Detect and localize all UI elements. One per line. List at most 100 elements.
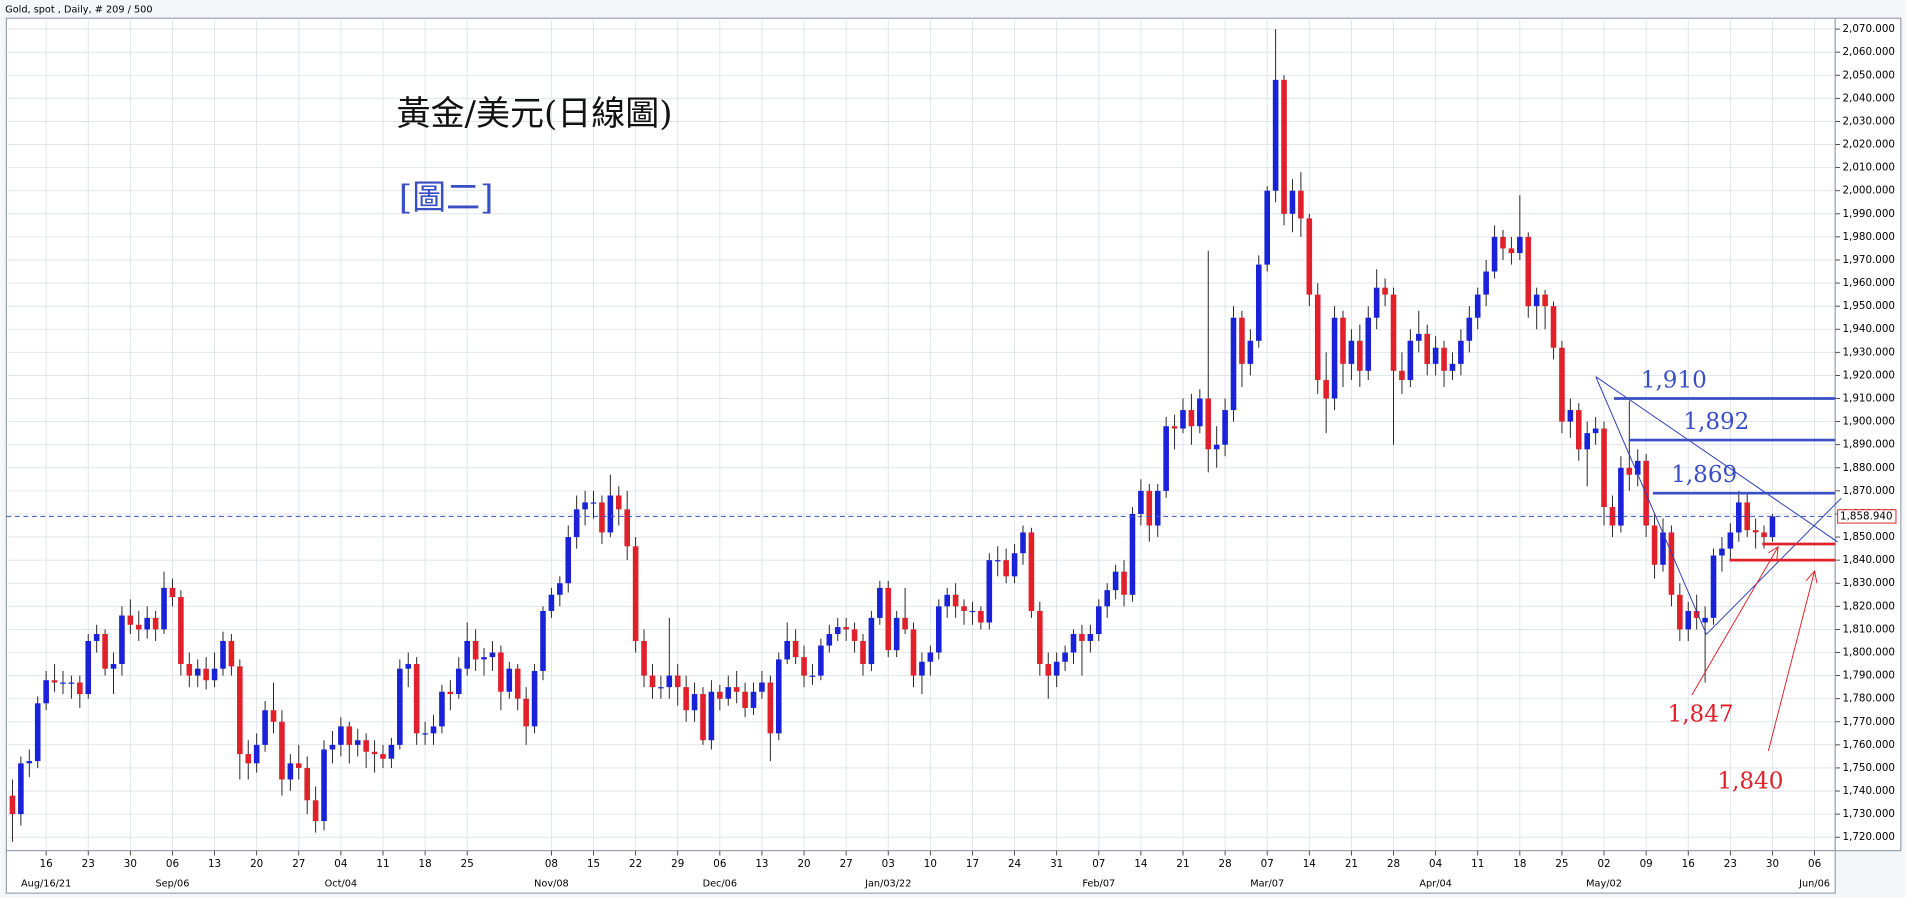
candle-body xyxy=(1744,502,1750,531)
candle-body xyxy=(969,610,976,613)
x-tick-label: 03 xyxy=(882,858,895,870)
candle-body xyxy=(1601,428,1607,508)
candle-body xyxy=(725,687,732,699)
candle-body xyxy=(1272,79,1279,191)
candle-body xyxy=(1525,236,1532,307)
candle-body xyxy=(590,502,597,504)
x-tick-label: 04 xyxy=(1429,858,1442,870)
candle-body xyxy=(430,726,437,734)
arrow-head xyxy=(1768,545,1779,560)
plot-area xyxy=(5,17,1836,852)
month-label: Oct/04 xyxy=(325,878,357,889)
candle-body xyxy=(1677,594,1683,630)
candle-body xyxy=(1719,548,1725,556)
x-tick-label: 04 xyxy=(334,858,347,870)
month-label: Jun/06 xyxy=(1798,878,1830,889)
candle-body xyxy=(363,740,369,752)
last-price-box xyxy=(1837,509,1897,524)
candle-body xyxy=(818,645,824,676)
candle-body xyxy=(775,659,782,734)
candle-body xyxy=(1188,410,1195,427)
candle-body xyxy=(573,509,580,538)
x-tick-label: 22 xyxy=(629,858,642,870)
candle-body xyxy=(1567,410,1574,422)
x-tick-label: 20 xyxy=(250,858,263,870)
candle-body xyxy=(1668,532,1675,595)
x-tick-label: 27 xyxy=(840,858,853,870)
candle-body xyxy=(978,610,984,623)
candle-body xyxy=(599,502,605,533)
candle-body xyxy=(1255,264,1262,341)
candle-body xyxy=(1331,317,1338,399)
candle-body xyxy=(203,668,209,681)
candle-body xyxy=(304,767,310,801)
candle-body xyxy=(413,664,420,734)
chart-title: 黃金/美元(日線圖) xyxy=(396,94,672,134)
candle-body xyxy=(1710,555,1717,618)
candle-body xyxy=(102,634,108,669)
candle-body xyxy=(1373,287,1380,318)
x-tick-label: 06 xyxy=(713,858,726,870)
x-tick-label: 06 xyxy=(1808,858,1821,870)
x-tick-label: 16 xyxy=(1682,858,1695,870)
candle-body xyxy=(1340,317,1346,364)
candle-body xyxy=(607,495,614,533)
candle-body xyxy=(1685,610,1692,630)
x-tick-label: 14 xyxy=(1303,858,1316,870)
candle-body xyxy=(733,687,740,692)
candle-body xyxy=(295,763,302,768)
y-tick-label: 1,980.000 xyxy=(1842,231,1894,243)
y-tick-label: 2,060.000 xyxy=(1842,46,1894,58)
candle-body xyxy=(1660,532,1666,565)
candle-body xyxy=(674,675,681,688)
y-tick-label: 1,920.000 xyxy=(1842,369,1894,381)
candle-body xyxy=(1390,294,1397,371)
x-tick-label: 20 xyxy=(797,858,810,870)
y-tick-label: 1,800.000 xyxy=(1842,646,1894,658)
candle-body xyxy=(809,675,816,677)
x-tick-label: 13 xyxy=(208,858,221,870)
candle-body xyxy=(1584,433,1590,450)
x-tick-label: 17 xyxy=(966,858,979,870)
candle-body xyxy=(1407,340,1414,381)
candle-body xyxy=(531,670,538,727)
candle-body xyxy=(1163,426,1169,491)
candle-body xyxy=(1609,507,1616,526)
x-tick-label: 10 xyxy=(924,858,937,870)
candle-body xyxy=(161,587,167,630)
candle-body xyxy=(1466,317,1473,341)
candle-body xyxy=(1213,444,1220,450)
x-tick-label: 11 xyxy=(376,858,389,870)
candle-body xyxy=(1146,490,1153,526)
month-label: Apr/04 xyxy=(1419,878,1451,889)
candle-body xyxy=(1702,617,1708,623)
candle-body xyxy=(127,615,134,625)
x-tick-label: 25 xyxy=(461,858,474,870)
candle-body xyxy=(1020,532,1026,554)
x-tick-label: 31 xyxy=(1050,858,1063,870)
candle-body xyxy=(1129,513,1136,595)
candle-body xyxy=(649,675,656,688)
candle-body xyxy=(245,754,252,764)
candle-body xyxy=(1483,271,1489,295)
candle-body xyxy=(742,691,748,708)
candle-body xyxy=(279,721,285,780)
y-tick-label: 1,840.000 xyxy=(1842,554,1894,566)
candle-body xyxy=(498,652,504,692)
candle-body xyxy=(523,698,529,727)
level-label: 1,892 xyxy=(1683,409,1749,435)
x-tick-label: 30 xyxy=(124,858,137,870)
y-tick-label: 1,960.000 xyxy=(1842,277,1894,289)
candle-body xyxy=(1138,490,1144,514)
candle-body xyxy=(93,634,100,641)
candle-body xyxy=(1399,370,1405,381)
candle-body xyxy=(253,744,260,764)
trend-line xyxy=(1706,497,1842,635)
x-tick-label: 18 xyxy=(1513,858,1526,870)
candle-body xyxy=(18,763,24,815)
x-tick-label: 15 xyxy=(587,858,600,870)
x-tick-label: 06 xyxy=(166,858,179,870)
candle-body xyxy=(1533,294,1540,307)
y-tick-label: 1,850.000 xyxy=(1842,531,1894,543)
